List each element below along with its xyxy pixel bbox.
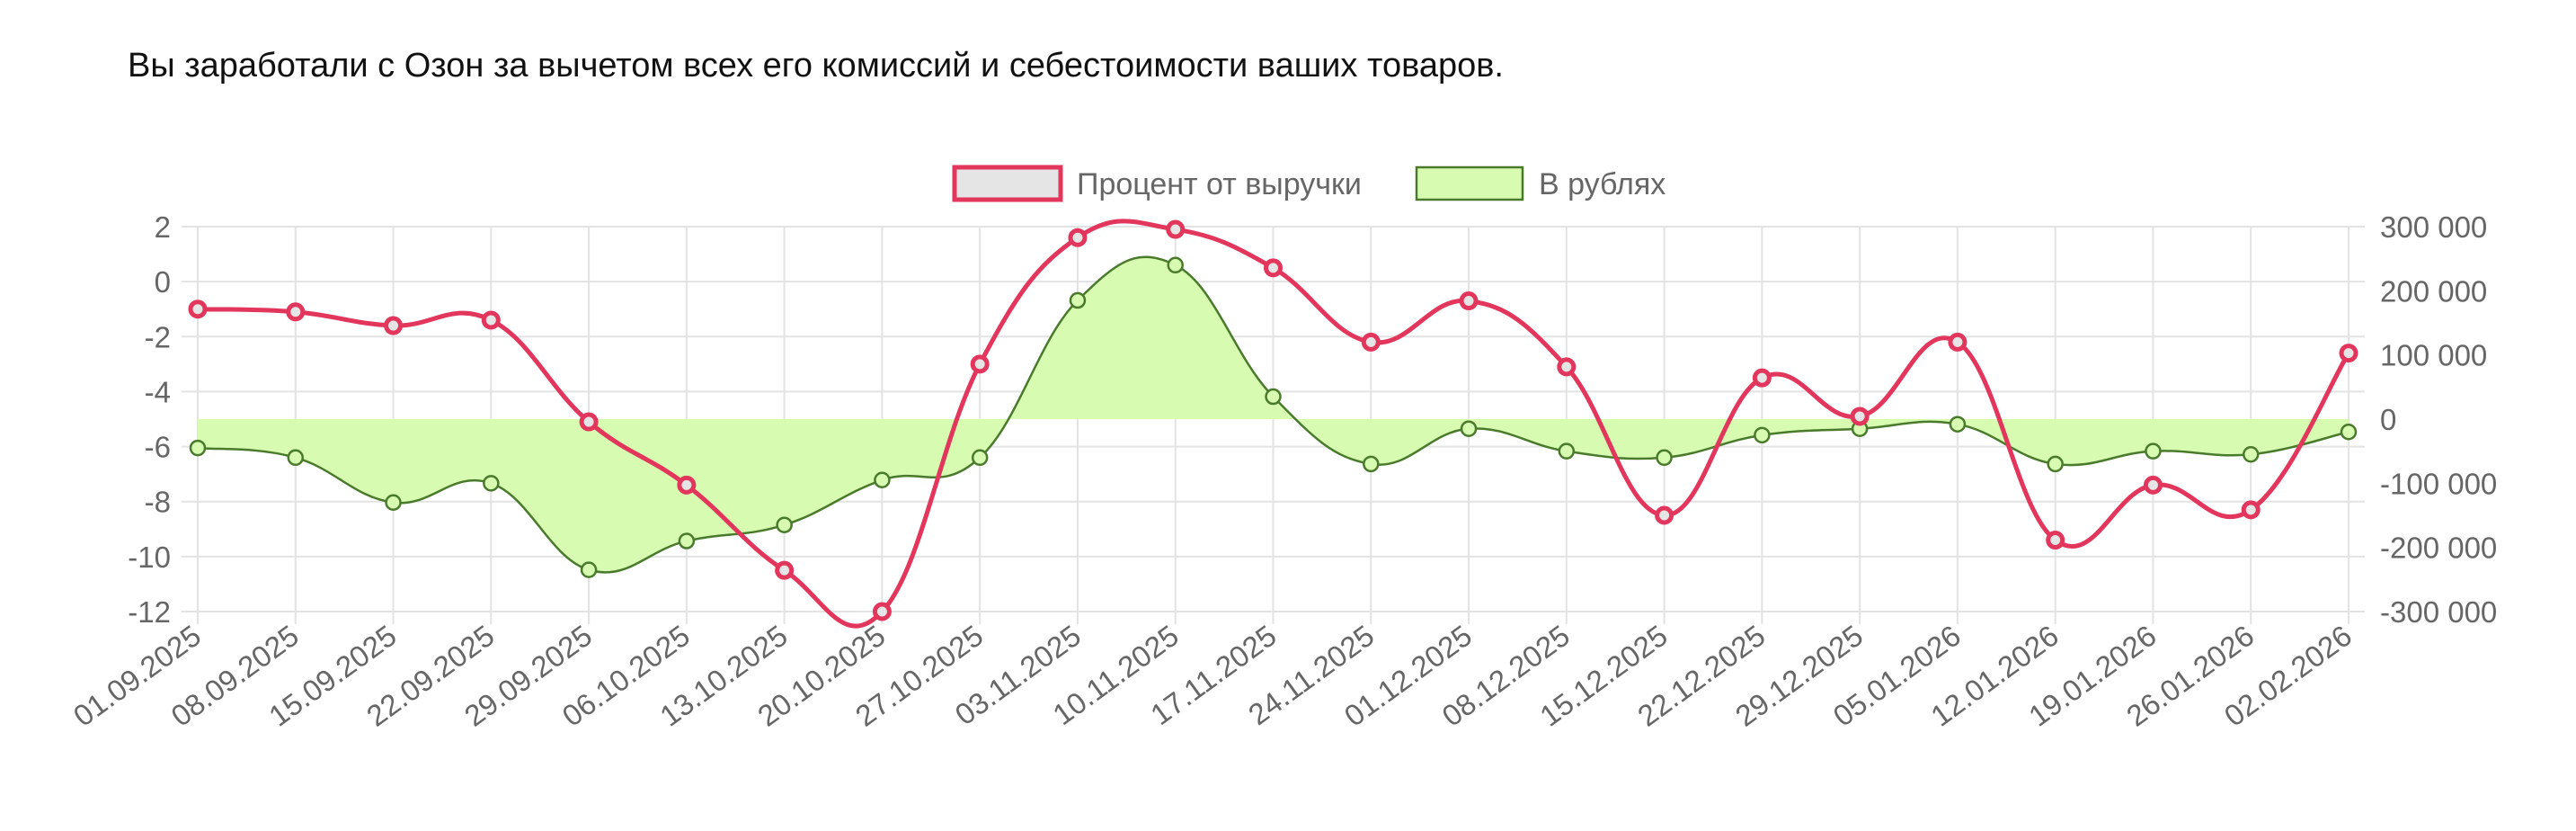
series-rub-point[interactable] xyxy=(1460,420,1478,437)
series-pct-point[interactable] xyxy=(2046,531,2065,550)
series-pct-point[interactable] xyxy=(1850,407,1870,426)
series-rub-point[interactable] xyxy=(1265,388,1282,406)
series-pct-point[interactable] xyxy=(872,602,892,621)
series-pct-point[interactable] xyxy=(188,299,208,319)
y-right-tick-label: 200 000 xyxy=(2380,274,2487,308)
series-rub-point[interactable] xyxy=(971,449,989,467)
y-right-tick-label: 0 xyxy=(2380,403,2396,436)
series-rub-point[interactable] xyxy=(189,439,207,457)
y-left-tick-label: 2 xyxy=(155,210,171,244)
series-pct-point[interactable] xyxy=(2143,475,2163,495)
series-pct-point[interactable] xyxy=(1655,505,1674,525)
y-right-tick-label: 300 000 xyxy=(2380,210,2487,244)
series-pct-point[interactable] xyxy=(1264,258,1283,278)
y-left-tick-label: 0 xyxy=(155,265,171,299)
chart-description: Вы заработали с Озон за вычетом всех его… xyxy=(128,47,1504,85)
series-rub-point[interactable] xyxy=(678,532,696,550)
series-rub-point[interactable] xyxy=(2340,424,2358,441)
series-rub-point[interactable] xyxy=(287,449,305,467)
series-pct-point[interactable] xyxy=(1166,219,1186,239)
legend-swatch xyxy=(952,165,1063,202)
series-rub-area xyxy=(198,256,2349,573)
series-pct-line xyxy=(197,219,2351,629)
series-pct-point[interactable] xyxy=(1557,357,1577,377)
series-pct-point[interactable] xyxy=(775,560,795,580)
series-pct-point[interactable] xyxy=(286,302,306,322)
series-rub-point[interactable] xyxy=(385,494,402,511)
series-pct-point[interactable] xyxy=(1948,332,1968,352)
series-rub-point[interactable] xyxy=(1363,455,1380,473)
series-rub-line xyxy=(197,255,2349,574)
y-right-tick-label: -300 000 xyxy=(2380,595,2497,629)
series-rub-point[interactable] xyxy=(2145,442,2162,460)
legend-label: Процент от выручки xyxy=(1077,167,1362,201)
series-rub-point[interactable] xyxy=(2047,455,2064,473)
legend-item-pct[interactable]: Процент от выручки xyxy=(952,165,1362,202)
series-rub-point[interactable] xyxy=(1754,426,1771,444)
series-rub-point[interactable] xyxy=(874,471,891,489)
series-rub-point[interactable] xyxy=(1949,416,1967,433)
y-left-tick-label: -8 xyxy=(145,486,171,519)
series-pct-point[interactable] xyxy=(1459,291,1479,311)
y-left-tick-label: -6 xyxy=(145,431,171,464)
series-pct-point[interactable] xyxy=(579,412,599,432)
series-pct-point[interactable] xyxy=(2339,344,2358,363)
y-left-tick-label: -4 xyxy=(145,375,171,408)
legend[interactable]: Процент от выручки В рублях xyxy=(952,165,1666,202)
y-right-tick-label: -200 000 xyxy=(2380,532,2497,565)
legend-label: В рублях xyxy=(1539,167,1666,201)
series-pct-point[interactable] xyxy=(677,475,697,495)
series-rub-point[interactable] xyxy=(1167,256,1184,274)
series-rub-point[interactable] xyxy=(1069,291,1087,309)
series-pct-point[interactable] xyxy=(1361,332,1381,352)
series-areas xyxy=(198,256,2349,573)
y-right-tick-label: 100 000 xyxy=(2380,339,2487,372)
y-left-tick-label: -10 xyxy=(128,541,171,574)
series-pct-point[interactable] xyxy=(970,354,990,374)
series-pct-point[interactable] xyxy=(1752,368,1772,388)
series-rub-point[interactable] xyxy=(1656,449,1673,467)
series-pct-point[interactable] xyxy=(1068,228,1088,247)
series-rub-point[interactable] xyxy=(2242,445,2260,463)
series-rub-point[interactable] xyxy=(1558,442,1576,460)
legend-item-rub[interactable]: В рублях xyxy=(1415,165,1666,201)
series-points xyxy=(188,219,2358,621)
series-pct-point[interactable] xyxy=(2241,500,2261,520)
series-pct-point[interactable] xyxy=(384,316,404,335)
y-right-tick-label: -100 000 xyxy=(2380,467,2497,500)
y-left-tick-label: -2 xyxy=(145,320,171,353)
series-lines xyxy=(197,219,2351,629)
series-rub-point[interactable] xyxy=(776,516,793,533)
series-pct-point[interactable] xyxy=(481,310,501,330)
y-left-tick-label: -12 xyxy=(128,595,171,629)
series-rub-point[interactable] xyxy=(580,561,598,578)
legend-swatch xyxy=(1415,165,1524,201)
series-rub-point[interactable] xyxy=(483,475,500,492)
